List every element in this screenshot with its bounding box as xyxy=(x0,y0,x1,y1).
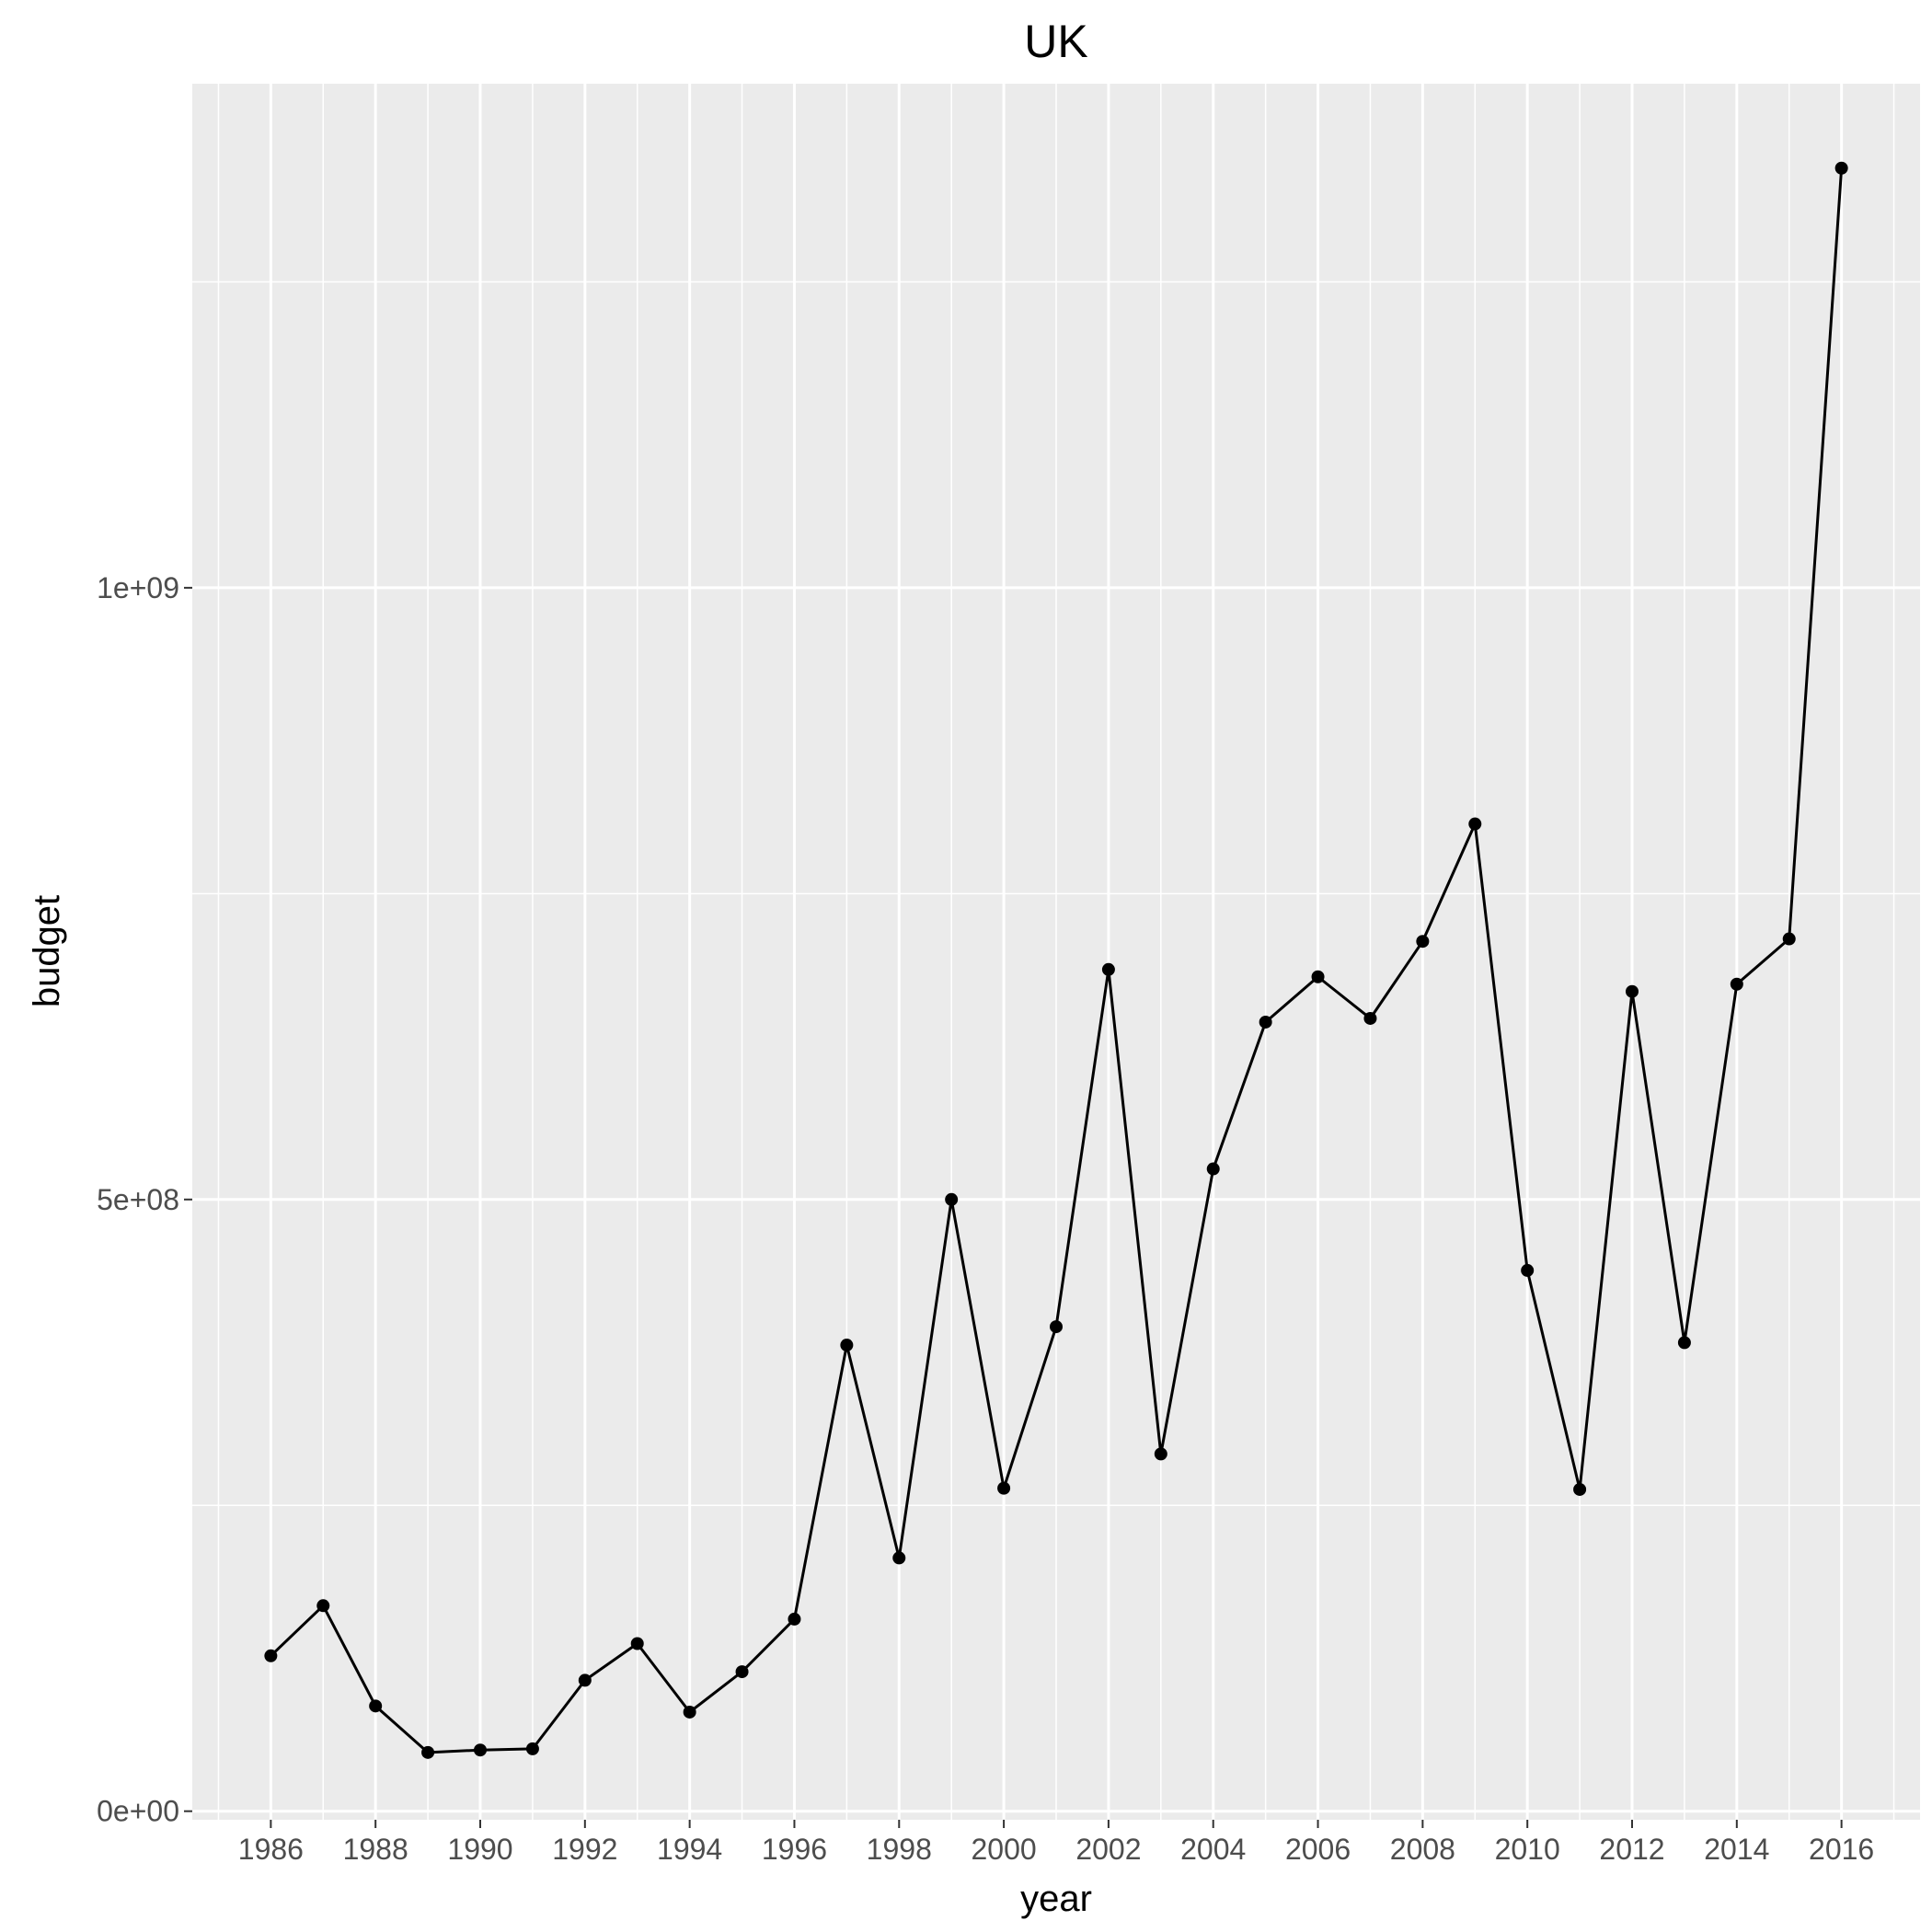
data-point-2010 xyxy=(1521,1263,1535,1277)
axis-ticks xyxy=(184,586,1843,1828)
data-point-1992 xyxy=(578,1673,592,1687)
data-point-2006 xyxy=(1311,970,1325,983)
y-axis-title: budget xyxy=(27,895,67,1007)
data-point-2008 xyxy=(1416,935,1430,949)
grid-lines xyxy=(192,84,1920,1820)
y-tick-label: 1e+09 xyxy=(97,571,179,604)
x-tick-label: 2006 xyxy=(1285,1833,1351,1866)
data-point-1987 xyxy=(316,1599,330,1613)
x-tick-label: 1986 xyxy=(238,1833,304,1866)
data-point-2013 xyxy=(1677,1336,1691,1350)
x-tick-label: 1988 xyxy=(343,1833,408,1866)
data-point-1990 xyxy=(474,1743,487,1757)
x-tick-label: 2016 xyxy=(1809,1833,1874,1866)
data-point-1988 xyxy=(369,1699,383,1713)
x-tick-label: 1998 xyxy=(867,1833,932,1866)
data-point-1995 xyxy=(735,1665,749,1679)
x-tick-label: 2010 xyxy=(1495,1833,1560,1866)
data-point-1989 xyxy=(421,1745,435,1759)
data-point-1993 xyxy=(630,1637,644,1650)
data-point-1996 xyxy=(788,1612,801,1626)
chart-title: UK xyxy=(1024,16,1087,67)
x-tick-label: 2008 xyxy=(1390,1833,1455,1866)
data-point-2007 xyxy=(1363,1011,1377,1025)
y-tick-label: 5e+08 xyxy=(97,1183,179,1216)
x-tick-label: 2004 xyxy=(1180,1833,1246,1866)
x-tick-label: 2012 xyxy=(1599,1833,1664,1866)
x-tick-label: 1994 xyxy=(657,1833,722,1866)
x-tick-label: 2000 xyxy=(971,1833,1036,1866)
data-point-2015 xyxy=(1782,932,1796,946)
data-point-2000 xyxy=(997,1481,1011,1495)
data-point-1998 xyxy=(892,1551,906,1565)
x-tick-label: 1990 xyxy=(447,1833,512,1866)
x-tick-label: 1996 xyxy=(762,1833,827,1866)
data-point-2014 xyxy=(1730,977,1743,991)
data-series xyxy=(264,161,1848,1759)
data-point-1997 xyxy=(840,1339,854,1352)
data-point-2002 xyxy=(1101,962,1115,976)
data-point-1991 xyxy=(525,1742,539,1755)
data-point-2011 xyxy=(1573,1482,1587,1496)
data-point-2003 xyxy=(1154,1447,1167,1461)
x-tick-label: 2002 xyxy=(1075,1833,1141,1866)
data-point-1994 xyxy=(683,1705,696,1719)
data-point-2016 xyxy=(1834,161,1848,175)
data-point-2001 xyxy=(1050,1320,1063,1334)
data-point-2012 xyxy=(1626,984,1639,998)
data-point-2009 xyxy=(1468,817,1482,831)
x-tick-label: 1992 xyxy=(552,1833,617,1866)
data-point-2004 xyxy=(1206,1162,1220,1176)
data-point-1986 xyxy=(264,1649,278,1662)
x-tick-label: 2014 xyxy=(1704,1833,1769,1866)
x-axis-title: year xyxy=(1020,1879,1092,1919)
axis-tick-labels: 1986 1988 1990 1992 1994 1996 1998 2000 2002 2004… xyxy=(97,571,1874,1866)
data-point-1999 xyxy=(945,1192,959,1206)
y-tick-label: 0e+00 xyxy=(97,1795,179,1828)
data-point-2005 xyxy=(1259,1015,1272,1029)
